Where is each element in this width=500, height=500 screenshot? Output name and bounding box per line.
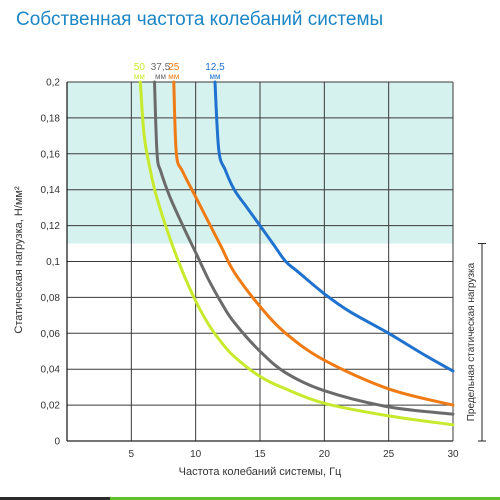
- series-label-2: 25: [168, 62, 180, 73]
- series-unit-2: мм: [168, 72, 179, 81]
- footer-bar-green-segment: [110, 497, 500, 500]
- y-tick-label-3: 0,06: [41, 329, 61, 340]
- series-line-2: [172, 80, 455, 407]
- footer-bar-dark-segment: [0, 497, 110, 500]
- series-line-1: [153, 80, 455, 416]
- load-limit-bracket: [478, 243, 486, 442]
- series-unit-3: мм: [209, 72, 220, 81]
- y-tick-label-7: 0,14: [41, 185, 61, 196]
- y-tick-label-5: 0,1: [46, 257, 60, 268]
- y-axis-title: Статическая нагрузка, Н/мм²: [13, 186, 25, 334]
- y-tick-label-4: 0,08: [41, 293, 61, 304]
- series-label-1: 37,5: [151, 62, 171, 73]
- series-label-0: 50: [134, 62, 146, 73]
- tick-label-layer: 0 0,02 0,04 0,06 0,08 0,1 0,12 0,14 0,16 0,18 0,2 5…: [41, 78, 459, 461]
- x-tick-label-5: 30: [447, 449, 459, 460]
- y-tick-label-0: 0: [54, 437, 60, 448]
- axes-layer: [66, 82, 454, 442]
- series-unit-1: мм: [155, 72, 166, 81]
- y-tick-label-10: 0,2: [46, 78, 60, 89]
- y-tick-label-1: 0,02: [41, 401, 61, 412]
- load-limit-label: Предельная статическая нагрузка: [466, 262, 477, 421]
- y-tick-label-9: 0,18: [41, 113, 61, 124]
- series-line-3: [213, 80, 455, 373]
- series-line-0: [138, 80, 455, 427]
- x-tick-label-0: 5: [129, 449, 135, 460]
- chart-title: Собственная частота колебаний системы: [16, 9, 384, 30]
- y-tick-label-2: 0,04: [41, 365, 61, 376]
- series-layer: [138, 80, 455, 427]
- x-axis-title: Частота колебаний системы, Гц: [179, 466, 342, 478]
- x-tick-label-1: 10: [190, 449, 202, 460]
- footer-bar: [0, 497, 500, 500]
- y-tick-label-6: 0,12: [41, 221, 61, 232]
- series-label-3: 12,5: [205, 62, 225, 73]
- x-tick-label-2: 15: [254, 449, 266, 460]
- x-tick-label-4: 25: [383, 449, 395, 460]
- x-tick-label-3: 20: [319, 449, 331, 460]
- series-unit-0: мм: [134, 72, 145, 81]
- y-tick-label-8: 0,16: [41, 149, 61, 160]
